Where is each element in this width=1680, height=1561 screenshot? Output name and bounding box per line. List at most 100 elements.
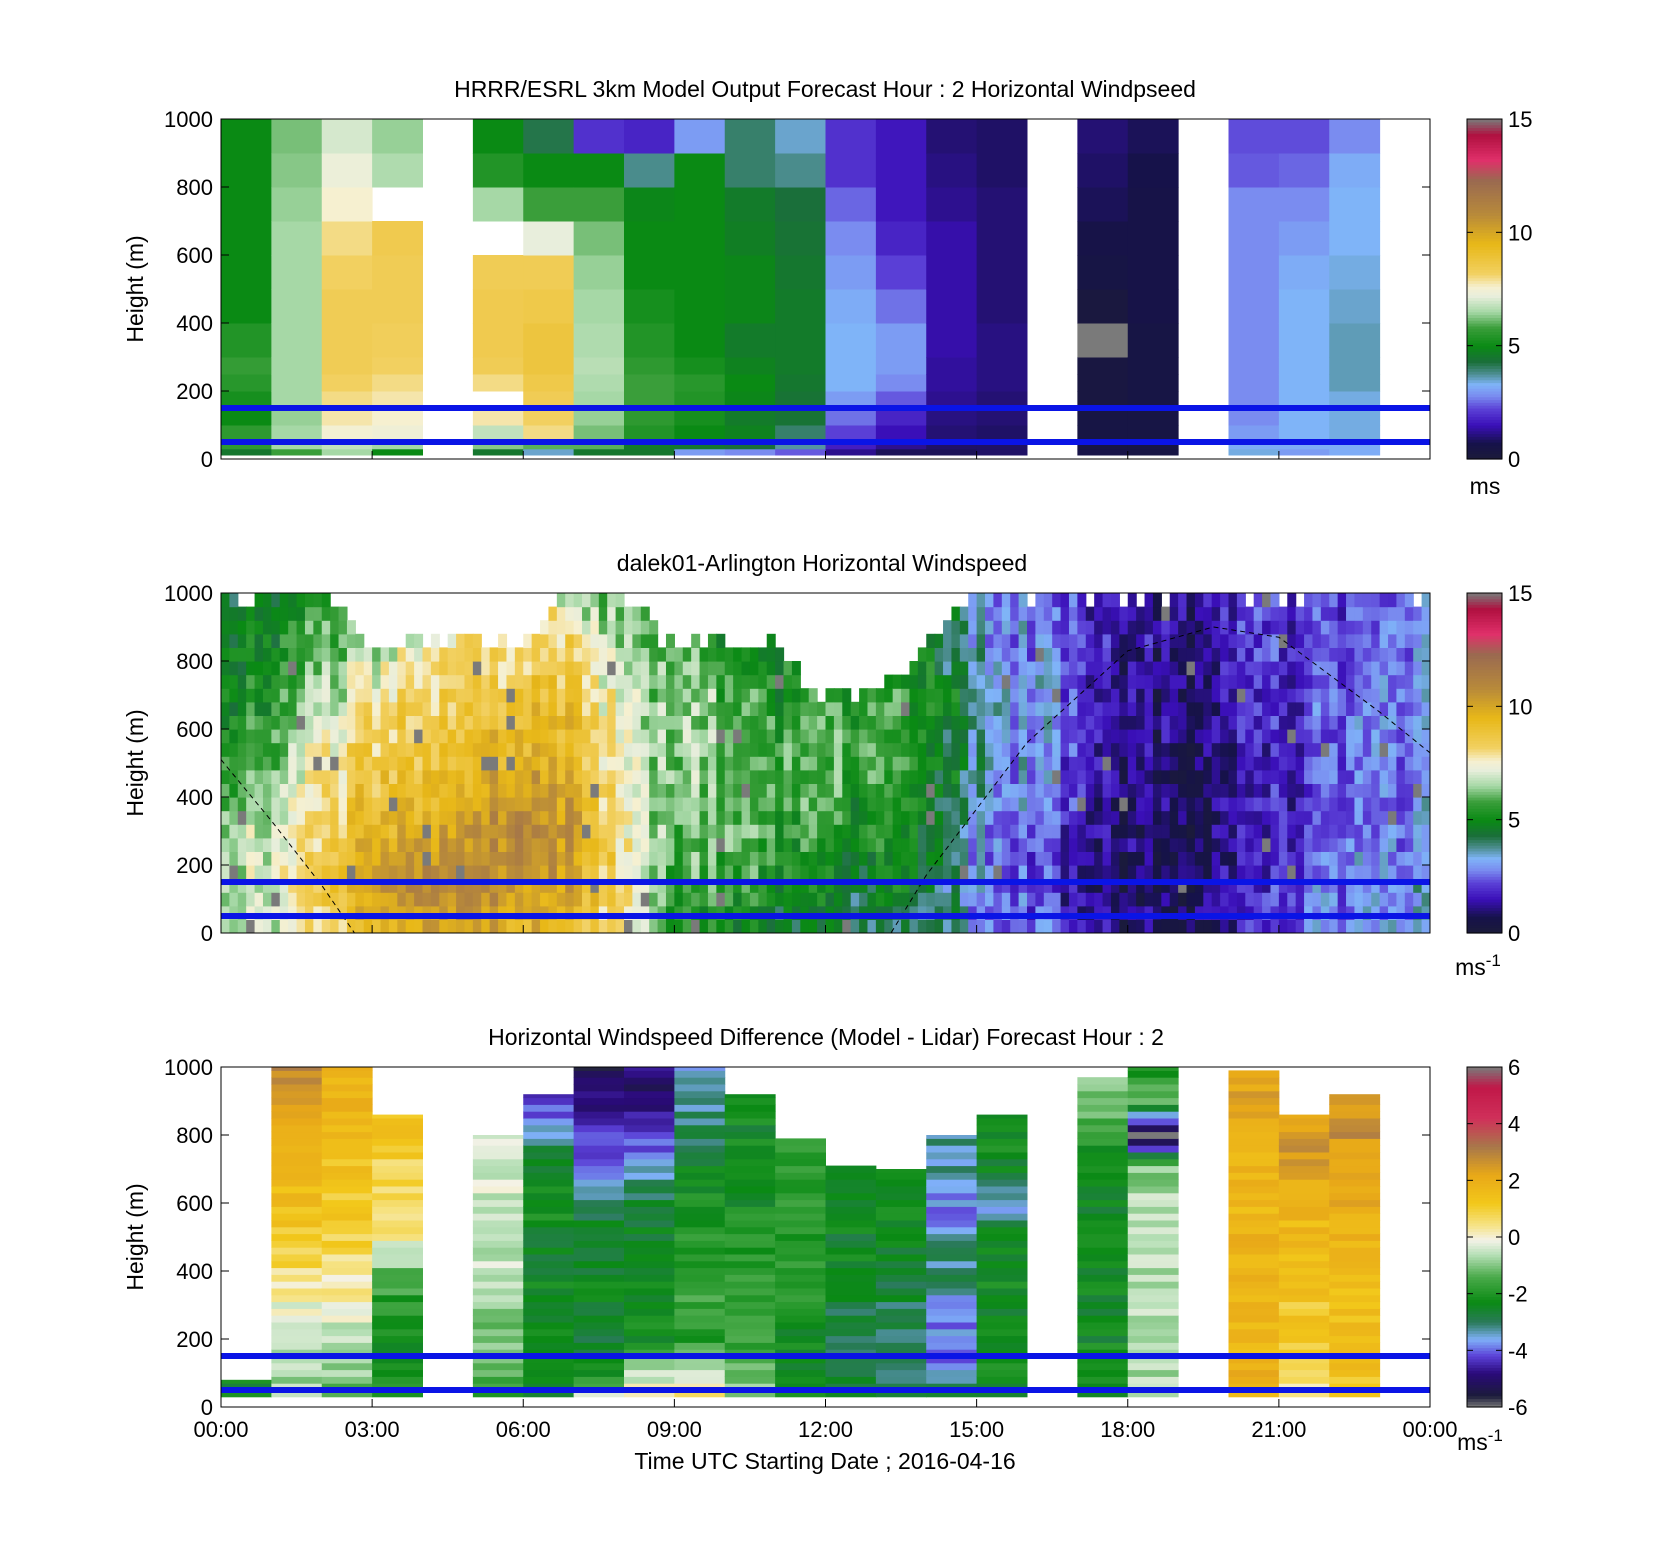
heatmap-cell — [321, 1349, 373, 1357]
heatmap-cell — [372, 1152, 423, 1160]
heatmap-cell — [573, 647, 583, 662]
heatmap-cell — [1169, 892, 1179, 907]
heatmap-cell — [489, 783, 499, 798]
heatmap-cell — [523, 1226, 575, 1235]
heatmap-cell — [330, 674, 340, 689]
heatmap-cell — [372, 756, 382, 771]
heatmap-cell — [842, 688, 852, 703]
heatmap-cell — [1211, 837, 1221, 852]
heatmap-cell — [1236, 865, 1246, 880]
heatmap-cell — [1362, 878, 1372, 893]
heatmap-cell — [1304, 810, 1314, 825]
heatmap-cell — [624, 1179, 675, 1187]
heatmap-cell — [1371, 783, 1381, 798]
heatmap-cell — [1354, 661, 1364, 676]
heatmap-cell — [1304, 606, 1314, 621]
heatmap-cell — [246, 905, 256, 920]
heatmap-cell — [733, 905, 743, 920]
colorbar-segment — [1467, 788, 1502, 792]
heatmap-cell — [817, 701, 827, 716]
heatmap-cell — [430, 742, 440, 757]
heatmap-cell — [749, 865, 759, 880]
heatmap-cell — [624, 1104, 675, 1112]
heatmap-cell — [993, 824, 1003, 839]
heatmap-cell — [1060, 674, 1070, 689]
heatmap-cell — [1362, 715, 1372, 730]
heatmap-cell — [221, 742, 230, 757]
heatmap-cell — [1396, 593, 1406, 608]
heatmap-cell — [540, 701, 550, 716]
heatmap-cell — [330, 661, 340, 676]
heatmap-cell — [791, 729, 801, 744]
heatmap-cell — [288, 593, 298, 608]
heatmap-cell — [976, 769, 986, 784]
heatmap-cell — [951, 905, 961, 920]
heatmap-cell — [523, 1179, 575, 1187]
heatmap-cell — [1119, 606, 1129, 621]
heatmap-cell — [1362, 661, 1372, 676]
heatmap-cell — [221, 878, 230, 893]
heatmap-cell — [1329, 620, 1339, 635]
heatmap-cell — [733, 661, 743, 676]
heatmap-cell — [1194, 824, 1204, 839]
heatmap-cell — [1421, 837, 1430, 852]
heatmap-cell — [926, 1158, 978, 1167]
heatmap-cell — [926, 425, 978, 440]
heatmap-cell — [968, 783, 978, 798]
heatmap-cell — [1262, 742, 1272, 757]
heatmap-cell — [372, 919, 382, 933]
heatmap-cell — [682, 797, 692, 812]
heatmap-cell — [598, 783, 608, 798]
heatmap-cell — [632, 729, 642, 744]
colorbar-segment — [1467, 311, 1502, 316]
heatmap-cell — [288, 620, 298, 635]
heatmap-cell — [993, 878, 1003, 893]
heatmap-cell — [472, 1294, 524, 1303]
heatmap-cell — [926, 878, 936, 893]
heatmap-cell — [825, 1315, 877, 1323]
heatmap-cell — [1001, 756, 1011, 771]
heatmap-cell — [246, 620, 256, 635]
heatmap-cell — [271, 1322, 323, 1330]
heatmap-cell — [624, 905, 633, 920]
heatmap-cell — [1027, 633, 1036, 648]
heatmap-cell — [808, 824, 818, 839]
heatmap-cell — [330, 633, 340, 648]
colorbar-segment — [1467, 1200, 1502, 1204]
heatmap-cell — [1287, 851, 1297, 866]
heatmap-cell — [640, 647, 650, 662]
colorbar-segment — [1467, 1299, 1502, 1303]
heatmap-cell — [674, 1281, 726, 1289]
heatmap-cell — [875, 1383, 927, 1391]
heatmap-cell — [1161, 715, 1171, 730]
heatmap-cell — [1278, 905, 1288, 920]
heatmap-cell — [1211, 729, 1221, 744]
heatmap-cell — [976, 1114, 1028, 1119]
heatmap-cell — [296, 742, 306, 757]
heatmap-cell — [221, 633, 230, 648]
heatmap-cell — [1236, 905, 1246, 920]
heatmap-cell — [1270, 905, 1280, 920]
heatmap-cell — [271, 742, 281, 757]
heatmap-cell — [825, 1356, 877, 1364]
heatmap-cell — [1152, 797, 1162, 812]
heatmap-cell — [892, 674, 902, 689]
heatmap-cell — [817, 851, 827, 866]
heatmap-cell — [640, 837, 650, 852]
heatmap-cell — [699, 674, 709, 689]
y-axis-label: Height (m) — [122, 709, 148, 816]
heatmap-cell — [1404, 865, 1414, 880]
heatmap-cell — [1421, 905, 1430, 920]
heatmap-cell — [1211, 919, 1221, 933]
heatmap-cell — [380, 742, 390, 757]
heatmap-cell — [1379, 674, 1389, 689]
heatmap-cell — [875, 1220, 927, 1228]
heatmap-cell — [1228, 620, 1238, 635]
heatmap-cell — [1228, 824, 1238, 839]
heatmap-cell — [1287, 810, 1297, 825]
heatmap-cell — [1043, 824, 1053, 839]
colorbar-segment — [1467, 593, 1502, 597]
heatmap-cell — [1421, 783, 1430, 798]
heatmap-cell — [363, 715, 373, 730]
heatmap-cell — [1077, 674, 1087, 689]
